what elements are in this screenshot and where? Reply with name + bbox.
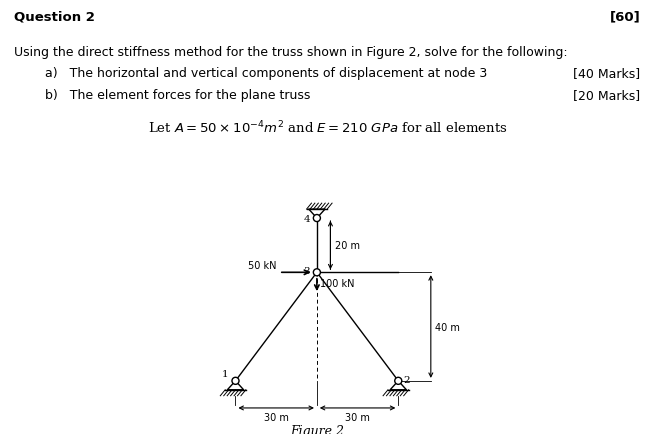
Text: 3: 3 [303,267,310,276]
Text: [40 Marks]: [40 Marks] [574,67,641,80]
Text: Figure 2: Figure 2 [290,424,344,434]
Text: 2: 2 [403,375,410,384]
Text: 4: 4 [303,214,310,223]
Circle shape [232,378,239,385]
Text: Using the direct stiffness method for the truss shown in Figure 2, solve for the: Using the direct stiffness method for th… [14,46,568,59]
Text: 1: 1 [222,369,229,378]
Text: 50 kN: 50 kN [248,260,276,270]
Text: 40 m: 40 m [435,322,460,332]
Text: b)   The element forces for the plane truss: b) The element forces for the plane trus… [45,89,310,102]
Text: [20 Marks]: [20 Marks] [574,89,641,102]
Text: 100 kN: 100 kN [320,279,354,289]
Text: Question 2: Question 2 [14,11,95,24]
Circle shape [313,269,320,276]
Text: 30 m: 30 m [264,412,289,422]
Circle shape [395,378,402,385]
Text: [60]: [60] [610,11,641,24]
Circle shape [313,215,320,222]
Text: a)   The horizontal and vertical components of displacement at node 3: a) The horizontal and vertical component… [45,67,487,80]
Text: Let $A = 50 \times 10^{-4}m^2$ and $E = 210$ $GPa$ for all elements: Let $A = 50 \times 10^{-4}m^2$ and $E = … [147,119,508,136]
Text: 20 m: 20 m [335,240,360,250]
Text: 30 m: 30 m [345,412,370,422]
